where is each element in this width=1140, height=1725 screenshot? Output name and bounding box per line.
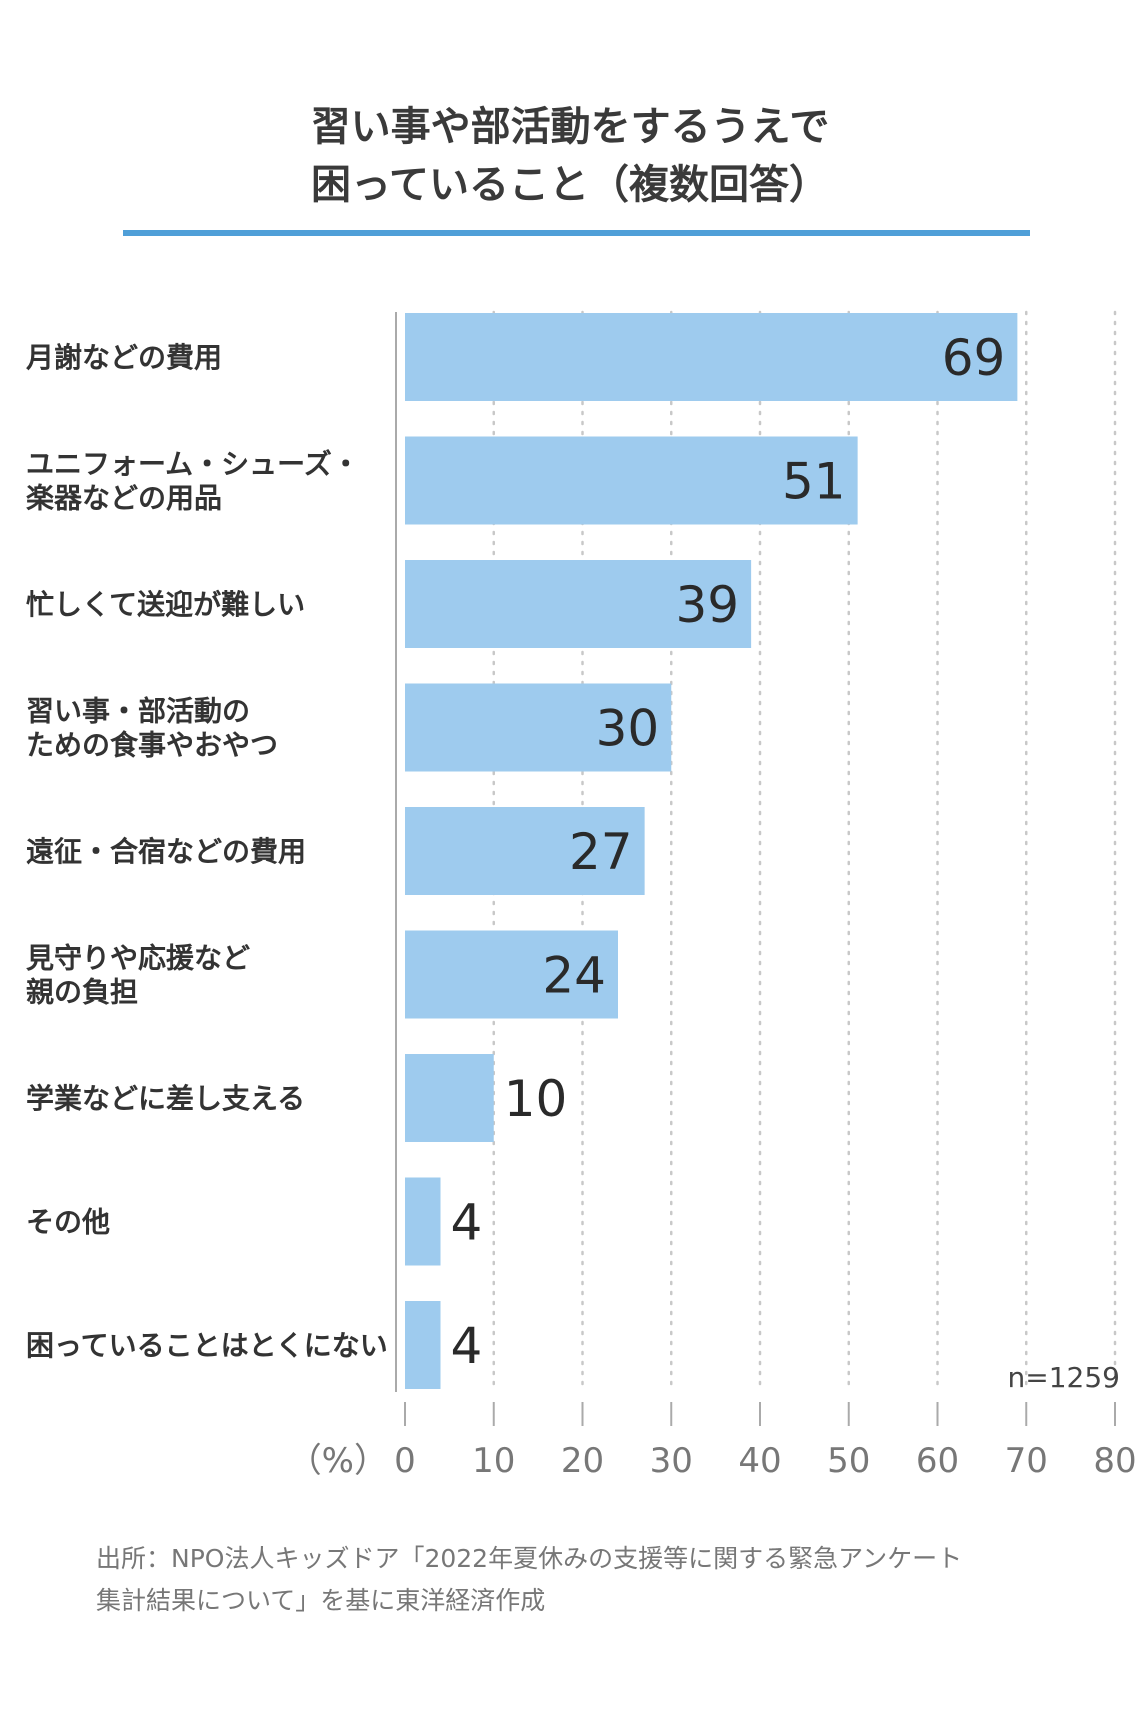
bar-5	[405, 930, 618, 1019]
chart-title-line-1: 習い事や部活動をするうえで	[310, 104, 830, 150]
value-label-6: 10	[504, 1070, 568, 1128]
bar-7	[405, 1177, 441, 1266]
sample-size-label: n=1259	[1008, 1361, 1120, 1394]
bar-0	[405, 313, 1018, 401]
source-note-line-2: 集計結果について」を基に東洋経済作成	[96, 1586, 546, 1615]
bar-3	[405, 683, 672, 772]
category-label-3-line-1: 習い事・部活動の	[26, 695, 250, 728]
value-label-4: 27	[569, 823, 633, 881]
value-label-5: 24	[542, 947, 606, 1005]
x-tick-label-70: 70	[1005, 1441, 1048, 1481]
x-tick-label-40: 40	[738, 1441, 781, 1481]
value-label-7: 4	[451, 1194, 483, 1252]
category-label-1-line-2: 楽器などの用品	[26, 482, 222, 515]
chart-title: 習い事や部活動をするうえで 困っていること（複数回答）	[0, 98, 1140, 214]
category-label-6: 学業などに差し支える	[26, 1082, 305, 1115]
category-label-3-line-2: ための食事やおやつ	[26, 729, 278, 762]
value-label-2: 39	[676, 576, 740, 634]
category-label-8: 困っていることはとくにない	[26, 1329, 388, 1362]
x-tick-label-80: 80	[1093, 1441, 1136, 1481]
chart-title-line-2: 困っていること（複数回答）	[311, 162, 829, 208]
value-label-3: 30	[596, 700, 660, 758]
x-tick-label-60: 60	[916, 1441, 959, 1481]
category-label-0: 月謝などの費用	[25, 341, 222, 374]
bar-1	[405, 436, 858, 525]
bar-4	[405, 807, 645, 895]
source-note-line-1: 出所：NPO法人キッズドア「2022年夏休みの支援等に関する緊急アンケート	[96, 1544, 963, 1573]
value-label-1: 51	[782, 453, 846, 511]
x-tick-label-50: 50	[827, 1441, 870, 1481]
value-label-0: 69	[942, 329, 1006, 387]
source-note: 出所：NPO法人キッズドア「2022年夏休みの支援等に関する緊急アンケート 集計…	[96, 1538, 1076, 1622]
category-label-5-line-1: 見守りや応援など	[26, 942, 250, 975]
bar-2	[405, 560, 752, 648]
value-label-8: 4	[451, 1317, 483, 1375]
category-label-2: 忙しくて送迎が難しい	[26, 588, 305, 621]
x-tick-label-30: 30	[650, 1441, 693, 1481]
bar-8	[405, 1301, 441, 1389]
x-tick-label-20: 20	[561, 1441, 604, 1481]
x-unit-label: （%）	[288, 1441, 388, 1481]
x-tick-label-0: 0	[394, 1441, 416, 1481]
category-label-4: 遠征・合宿などの費用	[26, 835, 306, 868]
category-label-1-line-1: ユニフォーム・シューズ・	[26, 448, 360, 481]
category-label-7: その他	[26, 1206, 110, 1239]
bar-6	[405, 1054, 494, 1142]
category-label-5-line-2: 親の負担	[26, 976, 138, 1009]
bar-chart: 月謝などの費用 69 ユニフォーム・シューズ・楽器などの用品 51 忙しくて送迎が難しい…	[25, 310, 1137, 1481]
x-tick-label-10: 10	[472, 1441, 515, 1481]
title-underline	[123, 230, 1030, 236]
